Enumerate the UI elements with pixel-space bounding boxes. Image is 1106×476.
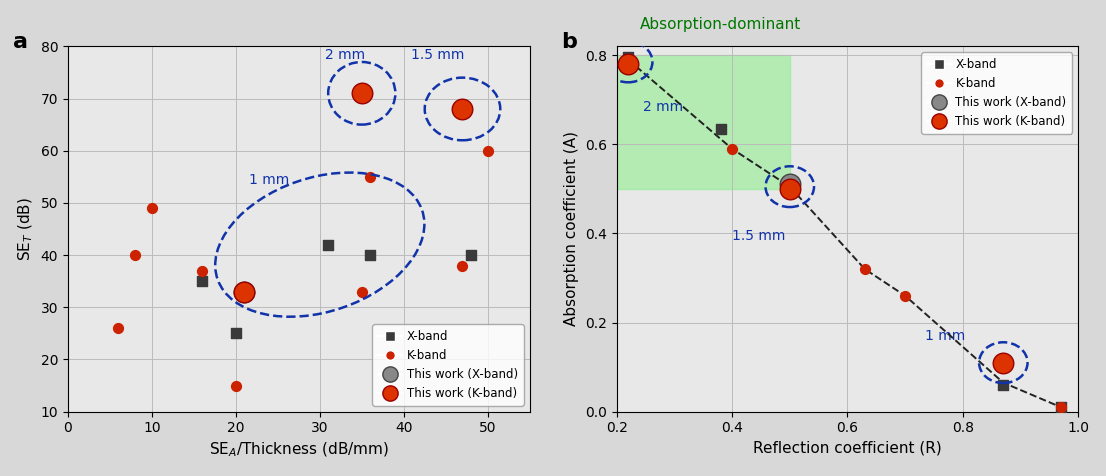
Text: 1.5 mm: 1.5 mm xyxy=(732,229,785,243)
Point xyxy=(236,288,253,296)
Text: b: b xyxy=(561,32,577,52)
Point xyxy=(619,60,637,68)
K-band xyxy=(362,173,379,180)
Point xyxy=(781,185,799,193)
Point xyxy=(619,60,637,68)
Text: a: a xyxy=(12,32,28,52)
Point xyxy=(619,54,637,61)
K-band xyxy=(227,382,244,389)
Point xyxy=(723,145,741,153)
Point xyxy=(711,125,729,132)
K-band xyxy=(109,324,127,332)
Point xyxy=(994,359,1012,367)
Text: 2 mm: 2 mm xyxy=(643,100,682,114)
Point xyxy=(781,180,799,188)
Text: 2 mm: 2 mm xyxy=(325,48,365,62)
Point xyxy=(896,292,914,299)
X-band xyxy=(194,278,211,285)
Legend: X-band, K-band, This work (X-band), This work (K-band): X-band, K-band, This work (X-band), This… xyxy=(373,324,524,406)
Point xyxy=(781,180,799,188)
Point xyxy=(994,381,1012,389)
Text: 1 mm: 1 mm xyxy=(926,329,966,343)
K-band xyxy=(353,288,371,296)
Y-axis label: SE$_T$ (dB): SE$_T$ (dB) xyxy=(17,197,35,261)
Point xyxy=(856,265,874,273)
Y-axis label: Absorption coefficient (A): Absorption coefficient (A) xyxy=(564,131,580,327)
K-band xyxy=(194,267,211,275)
Point xyxy=(1052,403,1070,411)
K-band xyxy=(479,147,497,155)
Point xyxy=(1052,403,1070,411)
Point xyxy=(353,89,371,97)
K-band xyxy=(143,204,160,212)
Point xyxy=(781,185,799,193)
Legend: X-band, K-band, This work (X-band), This work (K-band): X-band, K-band, This work (X-band), This… xyxy=(921,52,1073,134)
K-band xyxy=(126,251,144,259)
X-axis label: Reflection coefficient (R): Reflection coefficient (R) xyxy=(753,441,942,456)
K-band xyxy=(453,262,471,269)
X-band xyxy=(362,251,379,259)
Text: 1 mm: 1 mm xyxy=(249,173,290,187)
X-band xyxy=(227,329,244,337)
Text: Absorption-dominant: Absorption-dominant xyxy=(639,17,801,32)
X-band xyxy=(462,251,480,259)
Text: 1.5 mm: 1.5 mm xyxy=(410,48,465,62)
Point xyxy=(236,288,253,296)
Point xyxy=(453,105,471,113)
Point xyxy=(994,359,1012,367)
X-axis label: SE$_A$/Thickness (dB/mm): SE$_A$/Thickness (dB/mm) xyxy=(209,441,389,459)
X-band xyxy=(320,241,337,248)
